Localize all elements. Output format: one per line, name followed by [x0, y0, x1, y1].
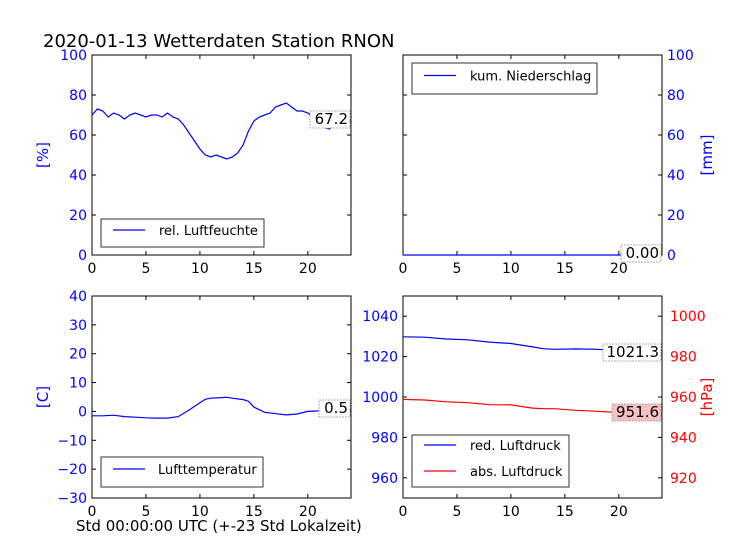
y-axis-label: [C] — [34, 386, 52, 408]
plot-frame — [91, 54, 352, 256]
y-right-tick-label: 1000 — [670, 309, 706, 325]
y-tick-label: 40 — [69, 168, 87, 184]
y-tick-label: 20 — [69, 208, 87, 224]
panel-humidity: 0 5 10 15 20 0 20 40 60 80 100 [%] 67.2 rel. Luftfeuc… — [34, 48, 352, 277]
x-tick-label: 0 — [399, 504, 408, 520]
legend-box — [411, 434, 570, 488]
legend-label: abs. Luftdruck — [470, 465, 563, 480]
x-tick-label: 10 — [191, 261, 209, 277]
y-right-tick-label: 980 — [670, 350, 697, 366]
y-right-tick-label: 960 — [670, 390, 697, 406]
x-tick-label: 20 — [299, 261, 317, 277]
y-tick-label: 0 — [667, 248, 676, 264]
y-right-tick-label: 920 — [670, 471, 697, 487]
legend-box — [100, 456, 264, 488]
legend-label: kum. Niederschlag — [470, 70, 591, 85]
y-tick-label: 1000 — [362, 390, 398, 406]
x-tick-label: 5 — [141, 261, 150, 277]
value-badge — [602, 343, 662, 362]
y-tick-label: 40 — [667, 168, 685, 184]
y-axis-label: [%] — [34, 142, 52, 168]
value-badge — [620, 244, 662, 263]
y-tick-label: 80 — [667, 88, 685, 104]
y-tick-label: −20 — [57, 462, 87, 478]
series-line — [91, 102, 352, 160]
x-tick-label: 5 — [452, 261, 461, 277]
y-right-tick-label: 940 — [670, 430, 697, 446]
y-tick-label: 60 — [667, 128, 685, 144]
y-tick-label: 20 — [69, 347, 87, 363]
y-tick-label: 10 — [69, 376, 87, 392]
y-tick-label: 980 — [371, 430, 398, 446]
y-tick-label: 1040 — [362, 309, 398, 325]
value-badge-label: 67.2 — [315, 110, 348, 128]
x-tick-label: 0 — [399, 261, 408, 277]
x-tick-label: 10 — [502, 261, 520, 277]
y-tick-label: 100 — [667, 48, 694, 64]
y-tick-label: 1020 — [362, 350, 398, 366]
footer-xlabel: Std 00:00:00 UTC (+-23 Std Lokalzeit) — [76, 517, 362, 535]
y-tick-label: −10 — [57, 433, 87, 449]
panel-temperature: 0 5 10 15 20 −30 −20 −10 0 10 20 30 40 [C] 0.5 Lufttemp… — [34, 289, 352, 520]
x-tick-label: 20 — [299, 504, 317, 520]
x-tick-label: 0 — [88, 504, 97, 520]
x-tick-label: 20 — [610, 261, 628, 277]
legend-box — [411, 62, 598, 95]
value-badge-label: 0.00 — [626, 244, 659, 262]
y-tick-label: 60 — [69, 128, 87, 144]
x-tick-label: 10 — [502, 504, 520, 520]
legend-label: rel. Luftfeuchte — [159, 224, 258, 239]
plot-frame — [91, 295, 352, 499]
y-axis-label: [mm] — [698, 135, 716, 176]
y-tick-label: 100 — [60, 48, 87, 64]
value-badge — [318, 399, 351, 418]
x-tick-label: 5 — [452, 504, 461, 520]
value-badge-label: 0.5 — [324, 399, 348, 417]
x-tick-label: 15 — [556, 261, 574, 277]
y-tick-label: 30 — [69, 318, 87, 334]
value-badge — [309, 110, 351, 129]
value-badge-label: 951.6 — [616, 403, 659, 421]
legend-label: Lufttemperatur — [158, 463, 257, 478]
x-tick-label: 15 — [556, 504, 574, 520]
y-tick-label: 0 — [78, 248, 87, 264]
y-axis-label: [hPa] — [698, 378, 716, 417]
x-tick-label: 0 — [88, 261, 97, 277]
x-tick-label: 20 — [610, 504, 628, 520]
y-tick-label: 40 — [69, 289, 87, 305]
y-tick-label: −30 — [57, 491, 87, 507]
figure-title: 2020-01-13 Wetterdaten Station RNON — [43, 31, 395, 52]
x-tick-label: 15 — [245, 504, 263, 520]
x-tick-label: 5 — [141, 504, 150, 520]
legend-box — [100, 218, 265, 248]
value-badge-label: 1021.3 — [607, 343, 660, 361]
panel-pressure: 0 5 10 15 20 960 980 1000 1020 1040 920 940 960 980 10… — [362, 295, 716, 520]
value-badge — [611, 403, 662, 422]
y-tick-label: 20 — [667, 208, 685, 224]
y-tick-label: 960 — [371, 471, 398, 487]
y-tick-label: 0 — [78, 404, 87, 420]
series-line — [92, 396, 351, 419]
x-tick-label: 10 — [191, 504, 209, 520]
panel-precipitation: 0 5 10 15 20 0 20 40 60 80 100 [mm] 0.00 kum. Nieders… — [399, 48, 716, 277]
y-tick-label: 80 — [69, 88, 87, 104]
legend-label: red. Luftdruck — [470, 439, 561, 454]
x-tick-label: 15 — [245, 261, 263, 277]
